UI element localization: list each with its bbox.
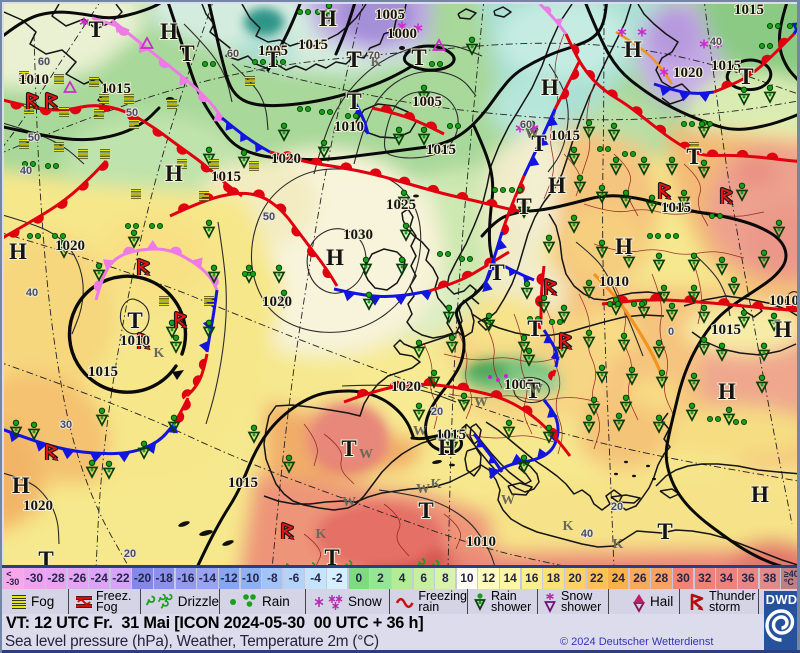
svg-text:40: 40: [581, 528, 593, 540]
svg-text:1005: 1005: [258, 43, 288, 59]
svg-text:H: H: [165, 161, 183, 186]
svg-text:T: T: [516, 194, 531, 219]
svg-text:1010: 1010: [769, 293, 799, 309]
svg-text:H: H: [751, 482, 769, 507]
svg-text:1010: 1010: [334, 119, 364, 135]
svg-text:1005: 1005: [412, 94, 442, 110]
svg-text:1015: 1015: [101, 81, 131, 97]
svg-text:50: 50: [263, 211, 275, 223]
svg-text:T: T: [657, 519, 672, 544]
svg-text:H: H: [160, 19, 178, 44]
svg-text:1010: 1010: [19, 72, 49, 88]
svg-text:T: T: [411, 45, 426, 70]
svg-text:0: 0: [668, 326, 674, 338]
svg-text:W: W: [413, 424, 427, 439]
svg-text:1025: 1025: [386, 197, 416, 213]
svg-text:T: T: [341, 436, 356, 461]
svg-text:T: T: [346, 47, 361, 72]
svg-text:T: T: [531, 131, 546, 156]
svg-text:H: H: [548, 173, 566, 198]
svg-text:K: K: [316, 527, 327, 542]
svg-text:20: 20: [431, 406, 443, 418]
svg-text:T: T: [346, 89, 361, 114]
svg-text:T: T: [38, 547, 53, 569]
svg-text:T: T: [88, 17, 103, 42]
svg-text:1010: 1010: [120, 333, 150, 349]
svg-text:1015: 1015: [436, 427, 466, 443]
svg-text:20: 20: [611, 501, 623, 513]
svg-text:60: 60: [38, 56, 50, 68]
svg-text:30: 30: [60, 419, 72, 431]
svg-text:1020: 1020: [271, 151, 301, 167]
svg-text:H: H: [12, 473, 30, 498]
svg-text:H: H: [541, 75, 559, 100]
svg-text:K: K: [563, 519, 574, 534]
svg-text:H: H: [438, 435, 456, 460]
svg-text:H: H: [718, 379, 736, 404]
svg-text:T: T: [324, 545, 339, 569]
svg-text:60: 60: [227, 48, 239, 60]
svg-text:40: 40: [20, 165, 32, 177]
svg-text:H: H: [615, 234, 633, 259]
svg-text:60: 60: [520, 119, 532, 131]
svg-text:H: H: [9, 239, 27, 264]
svg-text:1020: 1020: [673, 65, 703, 81]
svg-text:W: W: [342, 495, 356, 510]
svg-text:40: 40: [26, 287, 38, 299]
svg-text:T: T: [525, 378, 540, 403]
svg-text:50: 50: [126, 107, 138, 119]
svg-text:K: K: [431, 477, 442, 492]
svg-text:W: W: [359, 447, 373, 462]
svg-text:T: T: [127, 308, 142, 333]
svg-text:1015: 1015: [426, 142, 456, 158]
svg-text:1010: 1010: [599, 274, 629, 290]
svg-text:1030: 1030: [343, 227, 373, 243]
svg-text:1010: 1010: [466, 534, 496, 550]
svg-text:1015: 1015: [734, 4, 764, 18]
svg-text:1015: 1015: [711, 322, 741, 338]
svg-text:1015: 1015: [211, 169, 241, 185]
svg-text:1020: 1020: [391, 379, 421, 395]
svg-text:1015: 1015: [228, 475, 258, 491]
svg-text:1015: 1015: [88, 364, 118, 380]
svg-text:T: T: [527, 316, 542, 341]
svg-text:W: W: [416, 482, 430, 497]
svg-text:W: W: [501, 493, 515, 508]
svg-text:T: T: [686, 144, 701, 169]
svg-text:1015: 1015: [711, 58, 741, 74]
svg-text:W: W: [529, 382, 543, 397]
svg-text:T: T: [418, 498, 433, 523]
svg-text:1015: 1015: [298, 37, 328, 53]
svg-text:T: T: [265, 47, 280, 72]
svg-text:K: K: [371, 55, 382, 70]
svg-text:K: K: [613, 537, 624, 552]
svg-text:H: H: [774, 317, 792, 342]
svg-text:1005: 1005: [375, 7, 405, 23]
svg-text:1005: 1005: [504, 377, 534, 393]
svg-text:W: W: [474, 395, 488, 410]
svg-text:1015: 1015: [550, 128, 580, 144]
svg-text:1020: 1020: [262, 294, 292, 310]
svg-text:H: H: [319, 6, 337, 31]
svg-text:T: T: [179, 41, 194, 66]
svg-text:70: 70: [368, 50, 380, 62]
svg-text:H: H: [326, 245, 344, 270]
svg-text:K: K: [154, 346, 165, 361]
svg-text:H: H: [624, 37, 642, 62]
svg-text:1015: 1015: [661, 200, 691, 216]
svg-text:20: 20: [124, 548, 136, 560]
svg-text:1020: 1020: [55, 238, 85, 254]
svg-text:40: 40: [710, 36, 722, 48]
svg-text:50: 50: [28, 132, 40, 144]
svg-text:T: T: [738, 64, 753, 89]
svg-text:1020: 1020: [23, 498, 53, 514]
svg-text:W: W: [525, 127, 539, 142]
svg-text:1000: 1000: [387, 26, 417, 42]
svg-text:T: T: [489, 260, 504, 285]
